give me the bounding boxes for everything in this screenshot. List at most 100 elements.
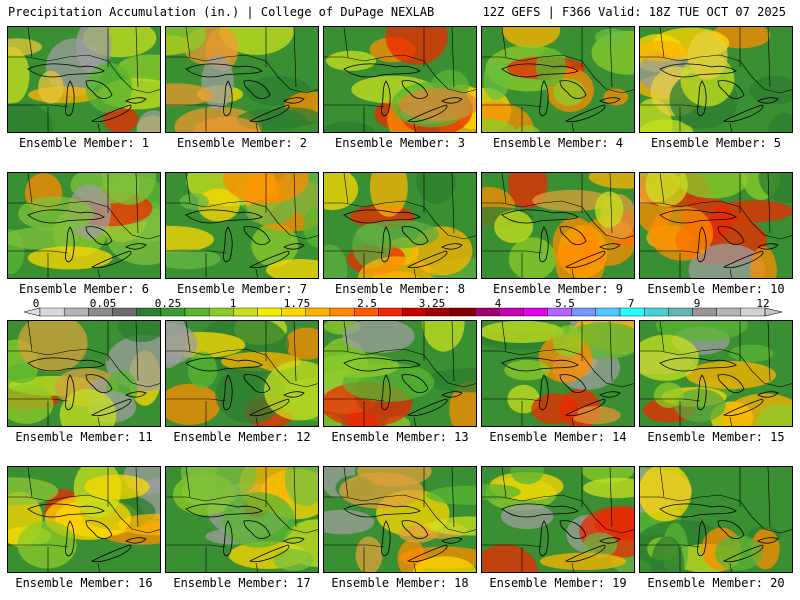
map-panel	[323, 320, 477, 427]
precip-contour	[729, 344, 774, 362]
colorbar-tick-label: 3.25	[418, 297, 446, 310]
ensemble-member-label: Ensemble Member: 6	[18, 282, 150, 296]
precip-contour	[324, 353, 400, 378]
state-border	[640, 494, 792, 534]
lake-outline	[381, 520, 391, 557]
map-panel	[165, 466, 319, 573]
ensemble-member-label: Ensemble Member: 17	[173, 576, 311, 590]
map-panel	[639, 172, 793, 279]
colorbar-segment	[595, 307, 621, 317]
state-border	[324, 494, 476, 534]
state-border	[166, 348, 318, 388]
lake-outline	[564, 398, 606, 417]
precip-contour	[535, 48, 566, 88]
state-border	[135, 467, 139, 528]
precip-contour	[552, 325, 584, 357]
precip-contour	[588, 173, 634, 189]
precip-map	[324, 27, 476, 132]
ensemble-member-label: Ensemble Member: 14	[489, 430, 627, 444]
lake-outline	[343, 209, 421, 224]
lake-outline	[283, 537, 305, 544]
state-border	[609, 467, 613, 528]
state-border	[27, 321, 33, 352]
lake-outline	[185, 63, 263, 78]
state-border	[185, 467, 191, 498]
state-border	[413, 122, 416, 132]
map-panel	[7, 26, 161, 133]
precip-contour	[398, 88, 476, 122]
ensemble-member-label: Ensemble Member: 20	[647, 576, 785, 590]
state-border	[293, 173, 297, 234]
state-border	[482, 398, 543, 402]
colorbar-tick-label: 0.05	[89, 297, 117, 310]
lake-outline	[599, 537, 621, 544]
lake-outline	[441, 97, 463, 104]
lake-outline	[659, 503, 737, 518]
lake-outline	[243, 226, 271, 245]
precip-contour	[650, 536, 685, 572]
lake-outline	[27, 209, 105, 224]
state-border	[324, 544, 385, 548]
state-border	[501, 173, 507, 204]
colorbar-segment	[39, 307, 65, 317]
precip-contour	[688, 243, 765, 278]
map-panel	[323, 26, 477, 133]
state-border	[609, 321, 613, 382]
precip-contour	[355, 536, 383, 572]
state-border	[482, 250, 543, 254]
state-border	[482, 494, 634, 534]
precip-contour	[369, 173, 408, 217]
lake-outline	[659, 209, 737, 224]
ensemble-member-label: Ensemble Member: 16	[15, 576, 153, 590]
ensemble-member-label: Ensemble Member: 4	[492, 136, 624, 150]
colorbar-tick-label: 4	[494, 297, 502, 310]
precip-contour	[273, 549, 314, 571]
precip-map	[640, 27, 792, 132]
lake-outline	[343, 503, 421, 518]
lake-outline	[501, 357, 579, 372]
lake-outline	[283, 391, 305, 398]
precip-contour	[342, 321, 415, 353]
state-border	[185, 321, 191, 352]
map-panel	[639, 320, 793, 427]
lake-outline	[283, 97, 305, 104]
ensemble-member-label: Ensemble Member: 7	[176, 282, 308, 296]
state-border	[482, 104, 543, 108]
lake-outline	[85, 80, 113, 99]
precip-contour	[84, 474, 150, 500]
state-border	[501, 321, 507, 352]
precip-map	[640, 321, 792, 426]
precip-map	[8, 173, 160, 278]
lake-outline	[564, 104, 606, 123]
lake-outline	[722, 398, 764, 417]
precip-contour	[687, 31, 728, 80]
lake-outline	[381, 80, 391, 117]
state-border	[571, 268, 574, 278]
precip-contour	[494, 210, 534, 243]
lake-outline	[65, 80, 75, 117]
state-border	[8, 544, 69, 548]
lake-outline	[243, 80, 271, 99]
lake-outline	[406, 104, 448, 123]
colorbar-tick-label: 5.5	[555, 297, 575, 310]
map-panel	[639, 26, 793, 133]
precip-contour	[8, 102, 54, 132]
map-panel	[165, 172, 319, 279]
lake-outline	[757, 537, 779, 544]
colorbar-tick-label: 2.5	[357, 297, 377, 310]
colorbar-tick-label: 12	[756, 297, 770, 310]
state-border	[166, 104, 227, 108]
precip-contour	[179, 193, 209, 210]
state-border	[324, 54, 476, 94]
state-border	[640, 398, 701, 402]
precip-contour	[339, 472, 424, 509]
state-border	[255, 562, 258, 572]
precip-contour	[750, 246, 777, 278]
precip-contour	[8, 46, 30, 105]
state-border	[343, 173, 349, 204]
precip-contour	[324, 244, 348, 278]
ensemble-member-label: Ensemble Member: 15	[647, 430, 785, 444]
colorbar-tick-label: 0	[32, 297, 40, 310]
precip-contour	[595, 28, 628, 46]
precip-contour	[539, 552, 627, 570]
